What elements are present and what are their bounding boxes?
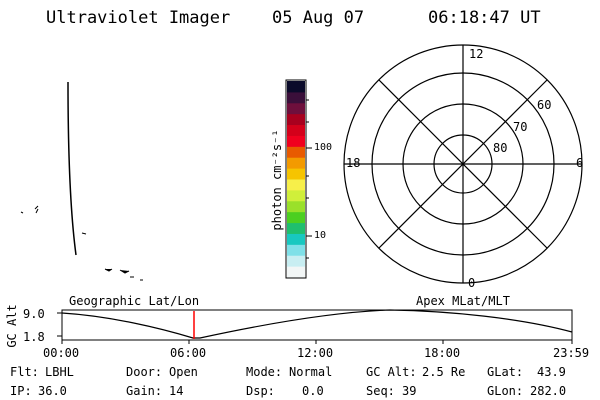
colorbar-tick-label: 100	[314, 142, 333, 153]
polar-mlt-dial	[343, 44, 583, 284]
seq-value: 39	[402, 384, 417, 398]
x-tick-label: 23:59	[553, 346, 590, 360]
altitude-timeline	[57, 309, 573, 344]
colorbar-unit-label: photon cm⁻²s⁻¹	[270, 129, 284, 231]
colorbar-segment	[287, 146, 305, 158]
colorbar-segment	[287, 168, 305, 180]
glon-value: 282.0	[530, 384, 567, 398]
mode-label: Mode:	[246, 365, 283, 379]
time-label: 06:18:47 UT	[428, 8, 541, 28]
door-value: Open	[169, 365, 198, 379]
mode-value: Normal	[289, 365, 333, 379]
date-label: 05 Aug 07	[272, 8, 365, 28]
lat-label-70: 70	[513, 120, 528, 134]
x-tick-label: 12:00	[297, 346, 334, 360]
colorbar-segment	[287, 244, 305, 256]
gc-alt-axis-label: GC Alt	[5, 304, 19, 348]
altitude-curve	[61, 309, 573, 339]
y-tick-label: 9.0	[23, 307, 45, 321]
dsp-value: 0.0	[302, 384, 324, 398]
colorbar-segment	[287, 233, 305, 245]
colorbar-segment	[287, 102, 305, 115]
filter-value: LBHL	[45, 365, 74, 379]
mlt-label-0: 0	[468, 276, 476, 290]
x-tick-label: 06:00	[170, 346, 207, 360]
colorbar-segment	[287, 211, 305, 224]
door-label: Door:	[126, 365, 163, 379]
colorbar-tick-label: 10	[314, 230, 327, 241]
colorbar-segment	[287, 135, 305, 147]
mlt-label-18: 18	[346, 156, 361, 170]
image-speck	[34, 205, 39, 214]
dsp-label: Dsp:	[246, 384, 275, 398]
mlt-label-12: 12	[469, 47, 484, 61]
mlt-label-6: 6	[576, 156, 584, 170]
polar-diagonal	[378, 79, 548, 249]
filter-label: Flt:	[10, 365, 39, 379]
ip-label: IP:	[10, 384, 32, 398]
colorbar-segment	[287, 113, 305, 126]
colorbar-segment	[287, 179, 305, 191]
gc-alt-label: GC Alt:	[366, 365, 417, 379]
image-speck	[104, 268, 143, 281]
image-speck	[81, 232, 87, 235]
lat-label-60: 60	[537, 98, 552, 112]
apex-coord-label: Apex MLat/MLT	[416, 294, 510, 308]
gain-value: 14	[169, 384, 184, 398]
y-tick-label: 1.8	[23, 330, 45, 344]
glat-label: GLat:	[487, 365, 524, 379]
colorbar-segment	[287, 222, 305, 234]
colorbar-segment	[287, 124, 305, 136]
glat-value: 43.9	[537, 365, 566, 379]
colorbar-segment	[287, 200, 305, 213]
timeline-frame	[61, 309, 573, 341]
instrument-title: Ultraviolet Imager	[46, 8, 231, 28]
ip-value: 36.0	[38, 384, 67, 398]
image-speck	[20, 211, 24, 214]
glon-label: GLon:	[487, 384, 524, 398]
auroral-image-panel	[20, 81, 143, 281]
colorbar-segment	[287, 91, 305, 104]
colorbar-segment	[287, 81, 305, 93]
colorbar-frame	[285, 79, 307, 279]
gc-alt-value: 2.5 Re	[422, 365, 466, 379]
colorbar-segment	[287, 189, 305, 202]
x-tick-label: 18:00	[424, 346, 461, 360]
lat-label-80: 80	[493, 141, 508, 155]
gain-label: Gain:	[126, 384, 163, 398]
colorbar-segment	[287, 255, 305, 267]
colorbar-segment	[287, 266, 305, 278]
color-scale-bar	[285, 79, 312, 279]
colorbar-segment	[287, 157, 305, 169]
x-tick-label: 00:00	[43, 346, 80, 360]
geographic-coord-label: Geographic Lat/Lon	[69, 294, 200, 308]
seq-label: Seq:	[366, 384, 395, 398]
earth-limb-arc	[67, 81, 77, 256]
